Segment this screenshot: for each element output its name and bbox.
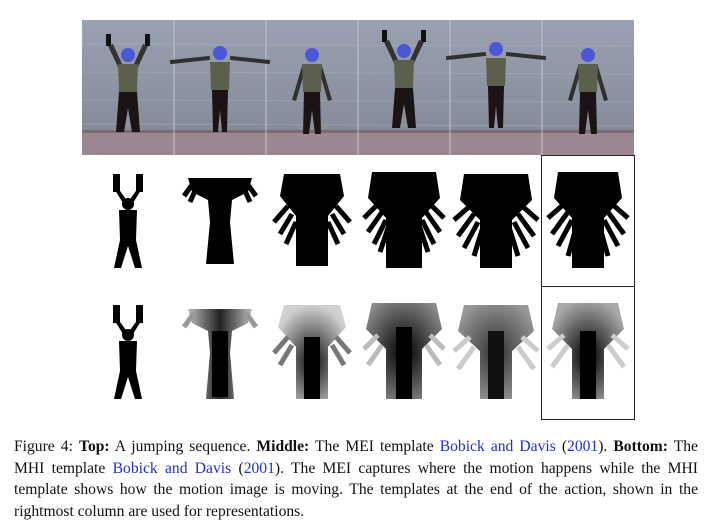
middle-label: Middle: [256,438,310,455]
mhi-templates [82,286,635,420]
citation-link-2-authors[interactable]: Bobick and Davis [112,459,232,477]
citation-2-close: ). [274,459,284,477]
citation-1-open: ( [555,438,568,455]
mei-template-final [541,155,635,289]
bottom-description: The MHI template [14,438,698,477]
citation-link-1-year[interactable]: 2001 [567,438,599,455]
mhi-template-2 [181,309,259,399]
jumping-sequence-photos [82,20,634,155]
citation-link-2-year[interactable]: 2001 [243,459,275,477]
caption-remainder: The MEI captures where the motion happen… [14,459,698,520]
figure-label: Figure 4: [14,438,73,455]
photo-strip-image [82,20,634,155]
mhi-template-1 [113,305,143,399]
citation-1-close: ). [598,438,614,455]
mhi-template-3 [272,305,352,399]
mei-template-4 [362,172,446,268]
citation-link-1-authors[interactable]: Bobick and Davis [439,438,556,455]
top-description: A jumping sequence. [109,438,257,455]
bottom-label: Bottom: [613,438,668,455]
mei-template-1 [113,174,143,268]
mhi-template-4 [362,303,446,399]
mei-templates [82,155,635,289]
figure-caption: Figure 4: Top: A jumping sequence. Middl… [14,436,698,522]
middle-description: The MEI template [309,438,440,455]
top-label: Top: [78,438,110,455]
mhi-template-final [541,286,635,420]
mei-template-2 [181,178,259,264]
mei-template-3 [272,174,352,266]
mei-template-5 [452,174,540,268]
citation-2-open: ( [231,459,244,477]
mhi-template-5 [452,305,540,399]
